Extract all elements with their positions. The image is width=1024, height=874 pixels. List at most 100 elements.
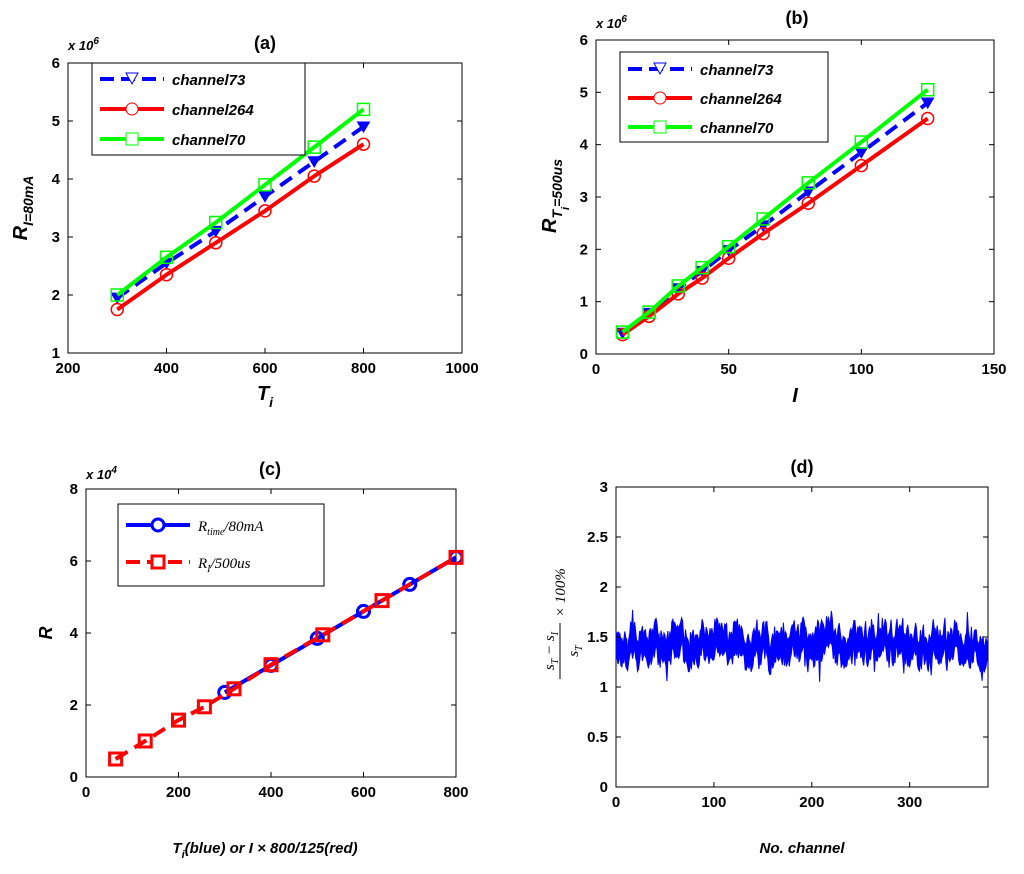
y-axis-label-b-sub: T: [549, 209, 565, 219]
data-point-a-2-3: [258, 178, 272, 192]
y-ticks-b: 0 1 2 3 4 5 6: [580, 32, 994, 363]
legend-marker-c-2: [150, 554, 166, 570]
data-point-a-0-4: [307, 156, 322, 168]
y-axis-label-d-num-a-sub: T: [550, 657, 561, 664]
data-point-a-2-2: [209, 215, 223, 230]
y-tick-label-b-6: 6: [580, 32, 588, 49]
legend-entry-b-1: channel73: [628, 62, 774, 79]
y-tick-label-d-2: 1: [600, 679, 608, 696]
legend-marker-b-1: [653, 62, 667, 76]
y-ticks-d: 0 0.5 1 1.5 2 2.5 3: [587, 479, 988, 796]
x-tick-label-d-1: 100: [701, 794, 726, 811]
y-multiplier-a-exp: 6: [93, 36, 99, 47]
y-multiplier-b: x 106: [595, 14, 627, 31]
y-axis-label-d-num-b: s: [542, 635, 558, 641]
data-point-b-2-1: [642, 305, 656, 319]
legend-label-c-1-sub: time: [207, 527, 225, 538]
y-axis-label-b-main: R: [539, 218, 561, 233]
data-point-a-0-3: [258, 191, 272, 203]
y-tick-label-c-4: 8: [70, 481, 78, 498]
x-axis-label-d: No. channel: [759, 840, 845, 857]
series-line-c-0: [223, 555, 458, 695]
y-tick-label-c-0: 0: [70, 769, 78, 786]
data-point-a-1-1: [159, 267, 174, 282]
y-multiplier-c-exp: 4: [110, 465, 117, 476]
panel-d: 0 100 200 300 0 0.5 1 1.5 2 2.5 3 (d) No. channel…: [512, 437, 1024, 874]
series-group-c: [108, 549, 464, 767]
data-point-c-1-7: [374, 593, 390, 609]
chart-title-a: (a): [254, 33, 276, 53]
legend-entry-b-3: channel70: [628, 120, 774, 137]
y-tick-label-b-1: 1: [580, 294, 588, 311]
data-point-c-0-4: [402, 576, 418, 592]
series-line-a-2: [116, 107, 365, 297]
y-multiplier-b-base: x 10: [595, 16, 622, 31]
y-axis-label-b-subsub: i: [560, 206, 572, 210]
legend-marker-a-2: [125, 102, 139, 116]
x-tick-label-d-0: 0: [612, 794, 620, 811]
x-axis-label-a-main: T: [257, 383, 271, 405]
y-multiplier-b-exp: 6: [621, 14, 627, 25]
legend-label-c-2-rest: /500us: [210, 556, 251, 572]
y-tick-label-b-0: 0: [580, 346, 588, 363]
y-tick-label-d-1: 0.5: [587, 729, 608, 746]
data-point-a-2-0: [110, 288, 124, 302]
y-tick-label-a-1: 2: [52, 287, 60, 304]
y-axis-label-d-percent: × 100%: [553, 568, 569, 617]
y-multiplier-a: x 106: [67, 36, 99, 53]
y-tick-label-a-3: 4: [52, 171, 61, 188]
legend-label-b-2: channel264: [700, 91, 782, 108]
data-point-b-1-6: [801, 196, 816, 211]
data-point-b-2-3: [695, 260, 709, 275]
y-tick-label-a-5: 6: [52, 55, 60, 72]
x-ticks-c: 0 200 400 600 800: [82, 489, 469, 801]
x-tick-label-b-0: 0: [592, 361, 600, 378]
data-point-b-2-4: [721, 239, 736, 254]
x-tick-label-a-4: 1000: [445, 360, 478, 377]
x-axis-label-c-sub: i: [182, 849, 186, 861]
y-tick-label-c-1: 2: [70, 697, 78, 714]
x-tick-label-c-2: 400: [258, 784, 283, 801]
legend-label-c-1: Rtime/80mA: [197, 519, 264, 538]
data-point-a-0-5: [356, 121, 371, 134]
y-tick-label-b-5: 5: [580, 84, 588, 101]
y-axis-label-d-den: s: [566, 651, 582, 657]
legend-a: channel73 channel264 channel70: [91, 62, 306, 156]
x-axis-label-c: Ti(blue) or I × 800/125(red): [172, 840, 357, 861]
x-tick-label-a-0: 200: [55, 360, 80, 377]
x-tick-label-c-0: 0: [82, 784, 90, 801]
data-point-b-2-0: [615, 325, 630, 339]
legend-b: channel73 channel264 channel70: [619, 51, 829, 143]
x-tick-label-d-2: 200: [799, 794, 824, 811]
x-tick-label-a-2: 600: [252, 360, 277, 377]
y-axis-label-a: RI=80mA: [10, 176, 36, 241]
x-tick-label-c-3: 600: [351, 784, 376, 801]
data-point-b-1-8: [920, 111, 935, 126]
data-point-a-1-5: [356, 137, 371, 151]
legend-label-b-1: channel73: [700, 62, 774, 79]
y-axis-label-d-numerator: sT − sI: [542, 631, 561, 670]
y-tick-label-d-0: 0: [600, 779, 608, 796]
legend-entry-a-1: channel73: [100, 72, 246, 89]
y-tick-label-d-5: 2.5: [587, 529, 608, 546]
y-axis-label-d-denominator: sT: [566, 644, 585, 657]
data-point-a-1-2: [209, 236, 223, 250]
y-tick-label-d-6: 3: [600, 479, 608, 496]
x-ticks-b: 0 50 100 150: [592, 40, 1007, 378]
data-point-b-2-5: [756, 212, 770, 226]
legend-label-c-2: RI/500us: [197, 556, 251, 575]
plot-area-d: 0 100 200 300 0 0.5 1 1.5 2 2.5 3: [587, 479, 989, 811]
y-tick-label-d-3: 1.5: [587, 629, 608, 646]
y-axis-label-a-sub: I=80mA: [20, 176, 36, 226]
y-tick-label-a-4: 5: [52, 113, 60, 130]
y-axis-label-a-main: R: [10, 225, 32, 240]
y-axis-label-d-den-sub: T: [574, 644, 585, 651]
legend-entry-c-2: RI/500us: [126, 554, 251, 575]
legend-label-a-1: channel73: [172, 72, 246, 89]
y-tick-label-c-3: 6: [70, 553, 78, 570]
x-tick-label-d-3: 300: [897, 794, 922, 811]
series-group-a: [110, 102, 371, 317]
y-tick-label-b-2: 2: [580, 241, 588, 258]
